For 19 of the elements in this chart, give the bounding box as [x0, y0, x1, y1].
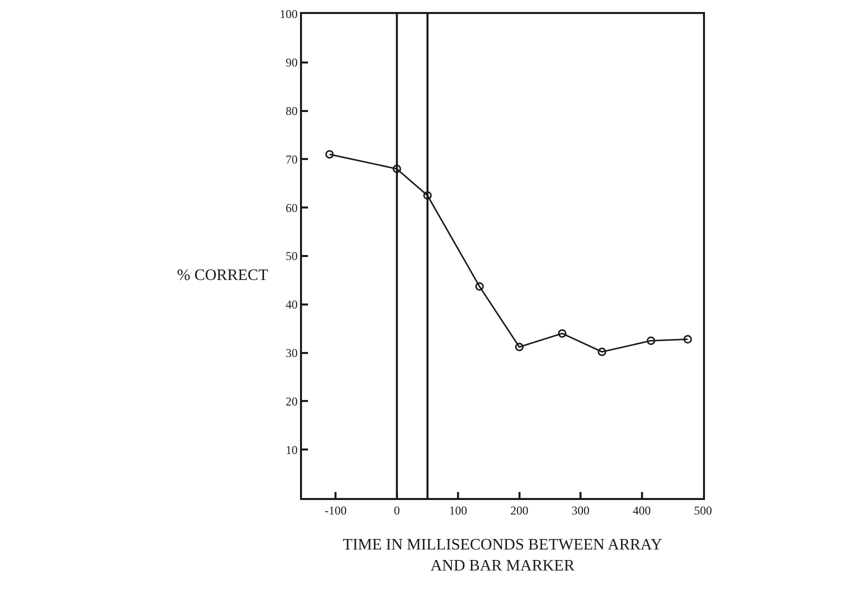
x-tick-label: 500 — [694, 503, 712, 518]
x-tick-label: 200 — [510, 503, 528, 518]
y-axis-title: % CORRECT — [177, 267, 268, 284]
y-tick-label: 40 — [286, 298, 298, 312]
y-tick-label: 60 — [286, 200, 298, 215]
y-tick-label: 100 — [280, 7, 298, 22]
x-tick-label: 400 — [632, 503, 651, 518]
x-tick-label: 0 — [394, 503, 400, 518]
y-tick-label: 50 — [286, 249, 298, 264]
x-tick-label: 300 — [572, 503, 590, 518]
y-tick-label: 80 — [286, 104, 298, 118]
x-tick-label: 100 — [449, 503, 468, 518]
y-tick-label: 20 — [286, 394, 298, 408]
x-axis-title: TIME IN MILLISECONDS BETWEEN ARRAY AND BAR MARKER — [342, 536, 663, 574]
x-tick-label: -100 — [324, 503, 347, 518]
y-tick-label: 70 — [286, 152, 298, 166]
y-tick-label: 90 — [286, 56, 298, 70]
y-tick-label: 10 — [286, 442, 298, 457]
y-tick-label: 30 — [286, 346, 298, 360]
